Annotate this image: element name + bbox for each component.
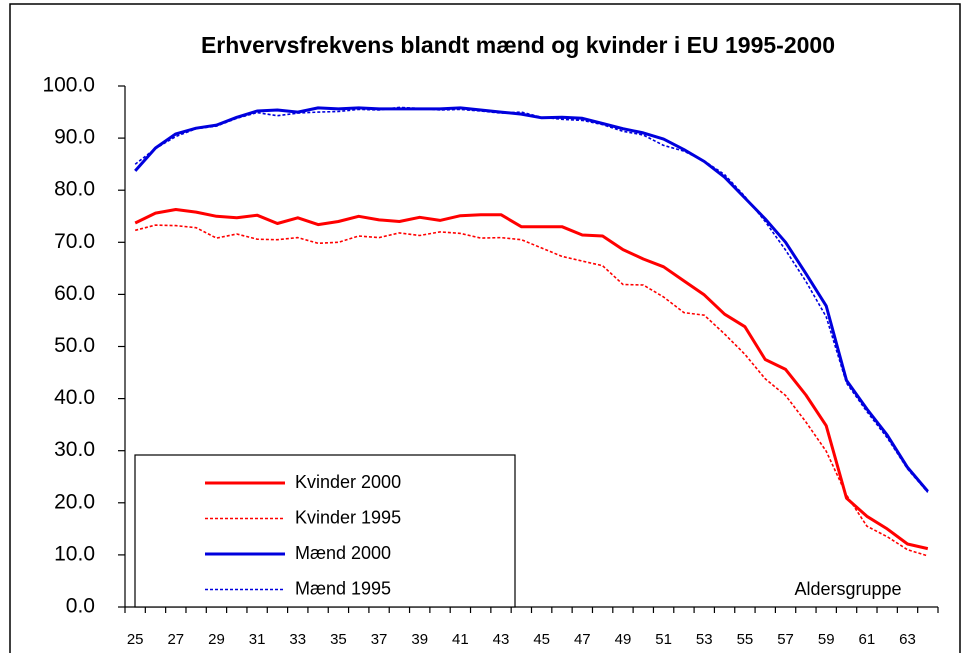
x-axis-label: Aldersgruppe [794,579,901,599]
x-tick-label: 57 [777,631,794,648]
x-tick-label: 61 [859,631,876,648]
x-tick-label: 63 [899,631,916,648]
y-tick-label: 40.0 [54,386,95,409]
x-tick-label: 27 [167,631,184,648]
x-tick-label: 39 [411,631,428,648]
y-tick-label: 20.0 [54,490,95,513]
x-tick-label: 25 [127,631,144,648]
x-tick-label: 29 [208,631,225,648]
x-tick-label: 41 [452,631,469,648]
x-tick-label: 51 [655,631,672,648]
x-tick-label: 53 [696,631,713,648]
legend-label: Kvinder 2000 [295,472,401,492]
x-tick-label: 43 [493,631,510,648]
legend-box [134,454,516,608]
x-tick-label: 33 [289,631,306,648]
series-line [134,208,929,551]
y-tick-label: 10.0 [54,542,95,565]
x-tick-label: 35 [330,631,347,648]
y-tick-label: 70.0 [54,230,95,253]
y-tick-label: 0.0 [66,595,95,618]
series-line [134,106,929,493]
y-tick-label: 50.0 [54,334,95,357]
y-tick-label: 80.0 [54,178,95,201]
legend-label: Mænd 2000 [295,543,391,563]
x-tick-label: 45 [533,631,550,648]
chart-title: Erhvervsfrekvens blandt mænd og kvinder … [201,32,835,58]
legend-label: Mænd 1995 [295,578,391,598]
x-tick-label: 31 [249,631,266,648]
y-tick-label: 90.0 [54,126,95,149]
y-tick-label: 100.0 [42,74,95,97]
x-tick-label: 37 [371,631,388,648]
x-tick-label: 49 [615,631,632,648]
x-tick-label: 47 [574,631,591,648]
x-tick-label: 59 [818,631,835,648]
series-line [135,224,929,557]
legend-label: Kvinder 1995 [295,507,401,527]
y-tick-label: 60.0 [54,282,95,305]
y-tick-label: 30.0 [54,438,95,461]
series-line [134,106,929,493]
x-tick-label: 55 [737,631,754,648]
